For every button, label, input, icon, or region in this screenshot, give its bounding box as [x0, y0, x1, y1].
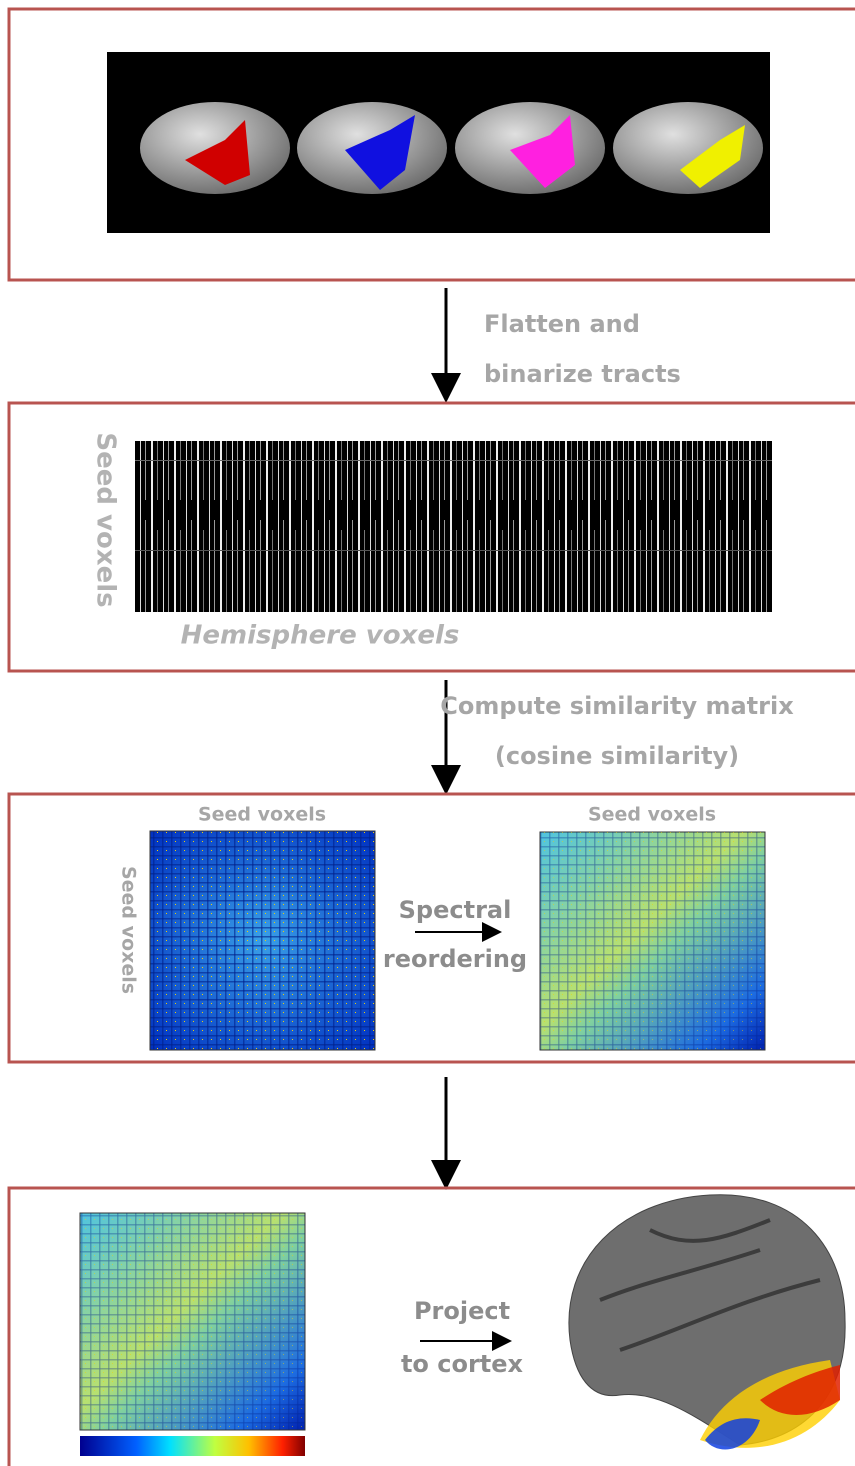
reordered-matrix-grid [80, 1213, 305, 1430]
x-axis-label: Hemisphere voxels [181, 621, 460, 651]
arrow-label: Flatten and [484, 310, 640, 338]
arrow-label: binarize tracts [484, 360, 681, 388]
reordered-matrix-grid [540, 832, 765, 1050]
binary-matrix [135, 441, 772, 612]
panel [7, 792, 855, 1064]
matrix-y-label: Seed voxels [118, 866, 140, 994]
panel [7, 7, 855, 282]
brains [140, 102, 763, 194]
arrow-label: Compute similarity matrix [440, 692, 794, 720]
panel [7, 1186, 855, 1466]
colorbar [80, 1436, 305, 1456]
y-axis-label: Seed voxels [91, 432, 121, 607]
arrow-label: Spectral [399, 896, 512, 924]
arrow-label: (cosine similarity) [495, 742, 739, 770]
arrow-label: Project [414, 1297, 510, 1325]
matrix-title: Seed voxels [588, 804, 716, 826]
similarity-matrix-grid [149, 830, 376, 1051]
arrow-label: reordering [383, 945, 527, 973]
panel [7, 401, 855, 673]
arrow-label: to cortex [401, 1350, 524, 1378]
matrix-title: Seed voxels [198, 804, 326, 826]
cortex [568, 1194, 846, 1450]
